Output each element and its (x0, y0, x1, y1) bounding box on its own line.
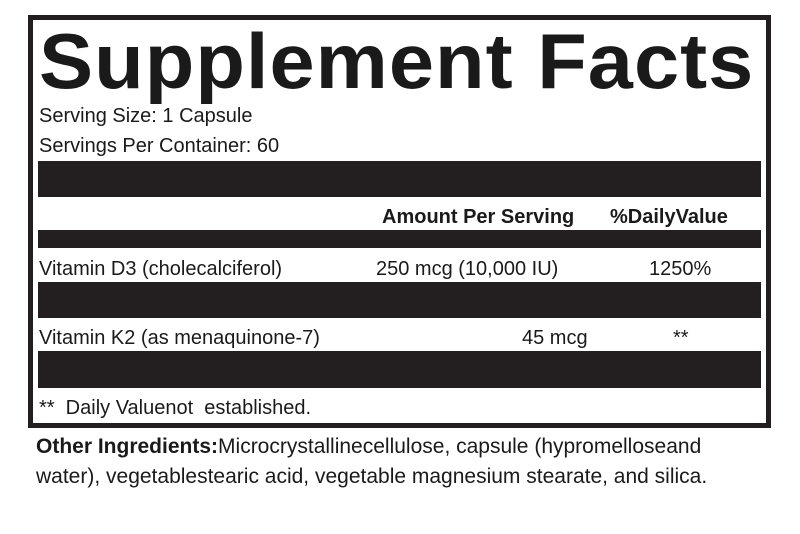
other-ingredients-label: Other Ingredients: (36, 435, 219, 458)
nutrient-dv: ** (673, 327, 689, 349)
footnote: ** Daily Valuenot established. (39, 397, 312, 419)
panel-title: Supplement Facts (39, 17, 755, 105)
nutrient-dv: 1250% (649, 258, 712, 280)
divider-bar (38, 161, 761, 197)
nutrient-name: Vitamin K2 (as menaquinone-7) (39, 327, 320, 349)
nutrient-name: Vitamin D3 (cholecalciferol) (39, 258, 283, 280)
header-daily-value: %DailyValue (610, 206, 728, 228)
serving-size: Serving Size: 1 Capsule (39, 105, 253, 127)
other-ingredients: Other Ingredients:Microcrystallinecellul… (36, 432, 756, 492)
divider-bar (38, 230, 761, 248)
divider-bar (38, 282, 761, 318)
header-amount: Amount Per Serving (382, 206, 575, 228)
divider-bar (38, 351, 761, 388)
nutrient-amount: 45 mcg (522, 327, 588, 349)
supplement-facts-panel: Supplement Facts Serving Size: 1 Capsule… (28, 15, 771, 428)
servings-per-container: Servings Per Container: 60 (39, 135, 280, 157)
nutrient-amount: 250 mcg (10,000 IU) (376, 258, 559, 280)
other-ingredients-text: Microcrystallinecellulose, capsule (hypr… (36, 435, 708, 488)
